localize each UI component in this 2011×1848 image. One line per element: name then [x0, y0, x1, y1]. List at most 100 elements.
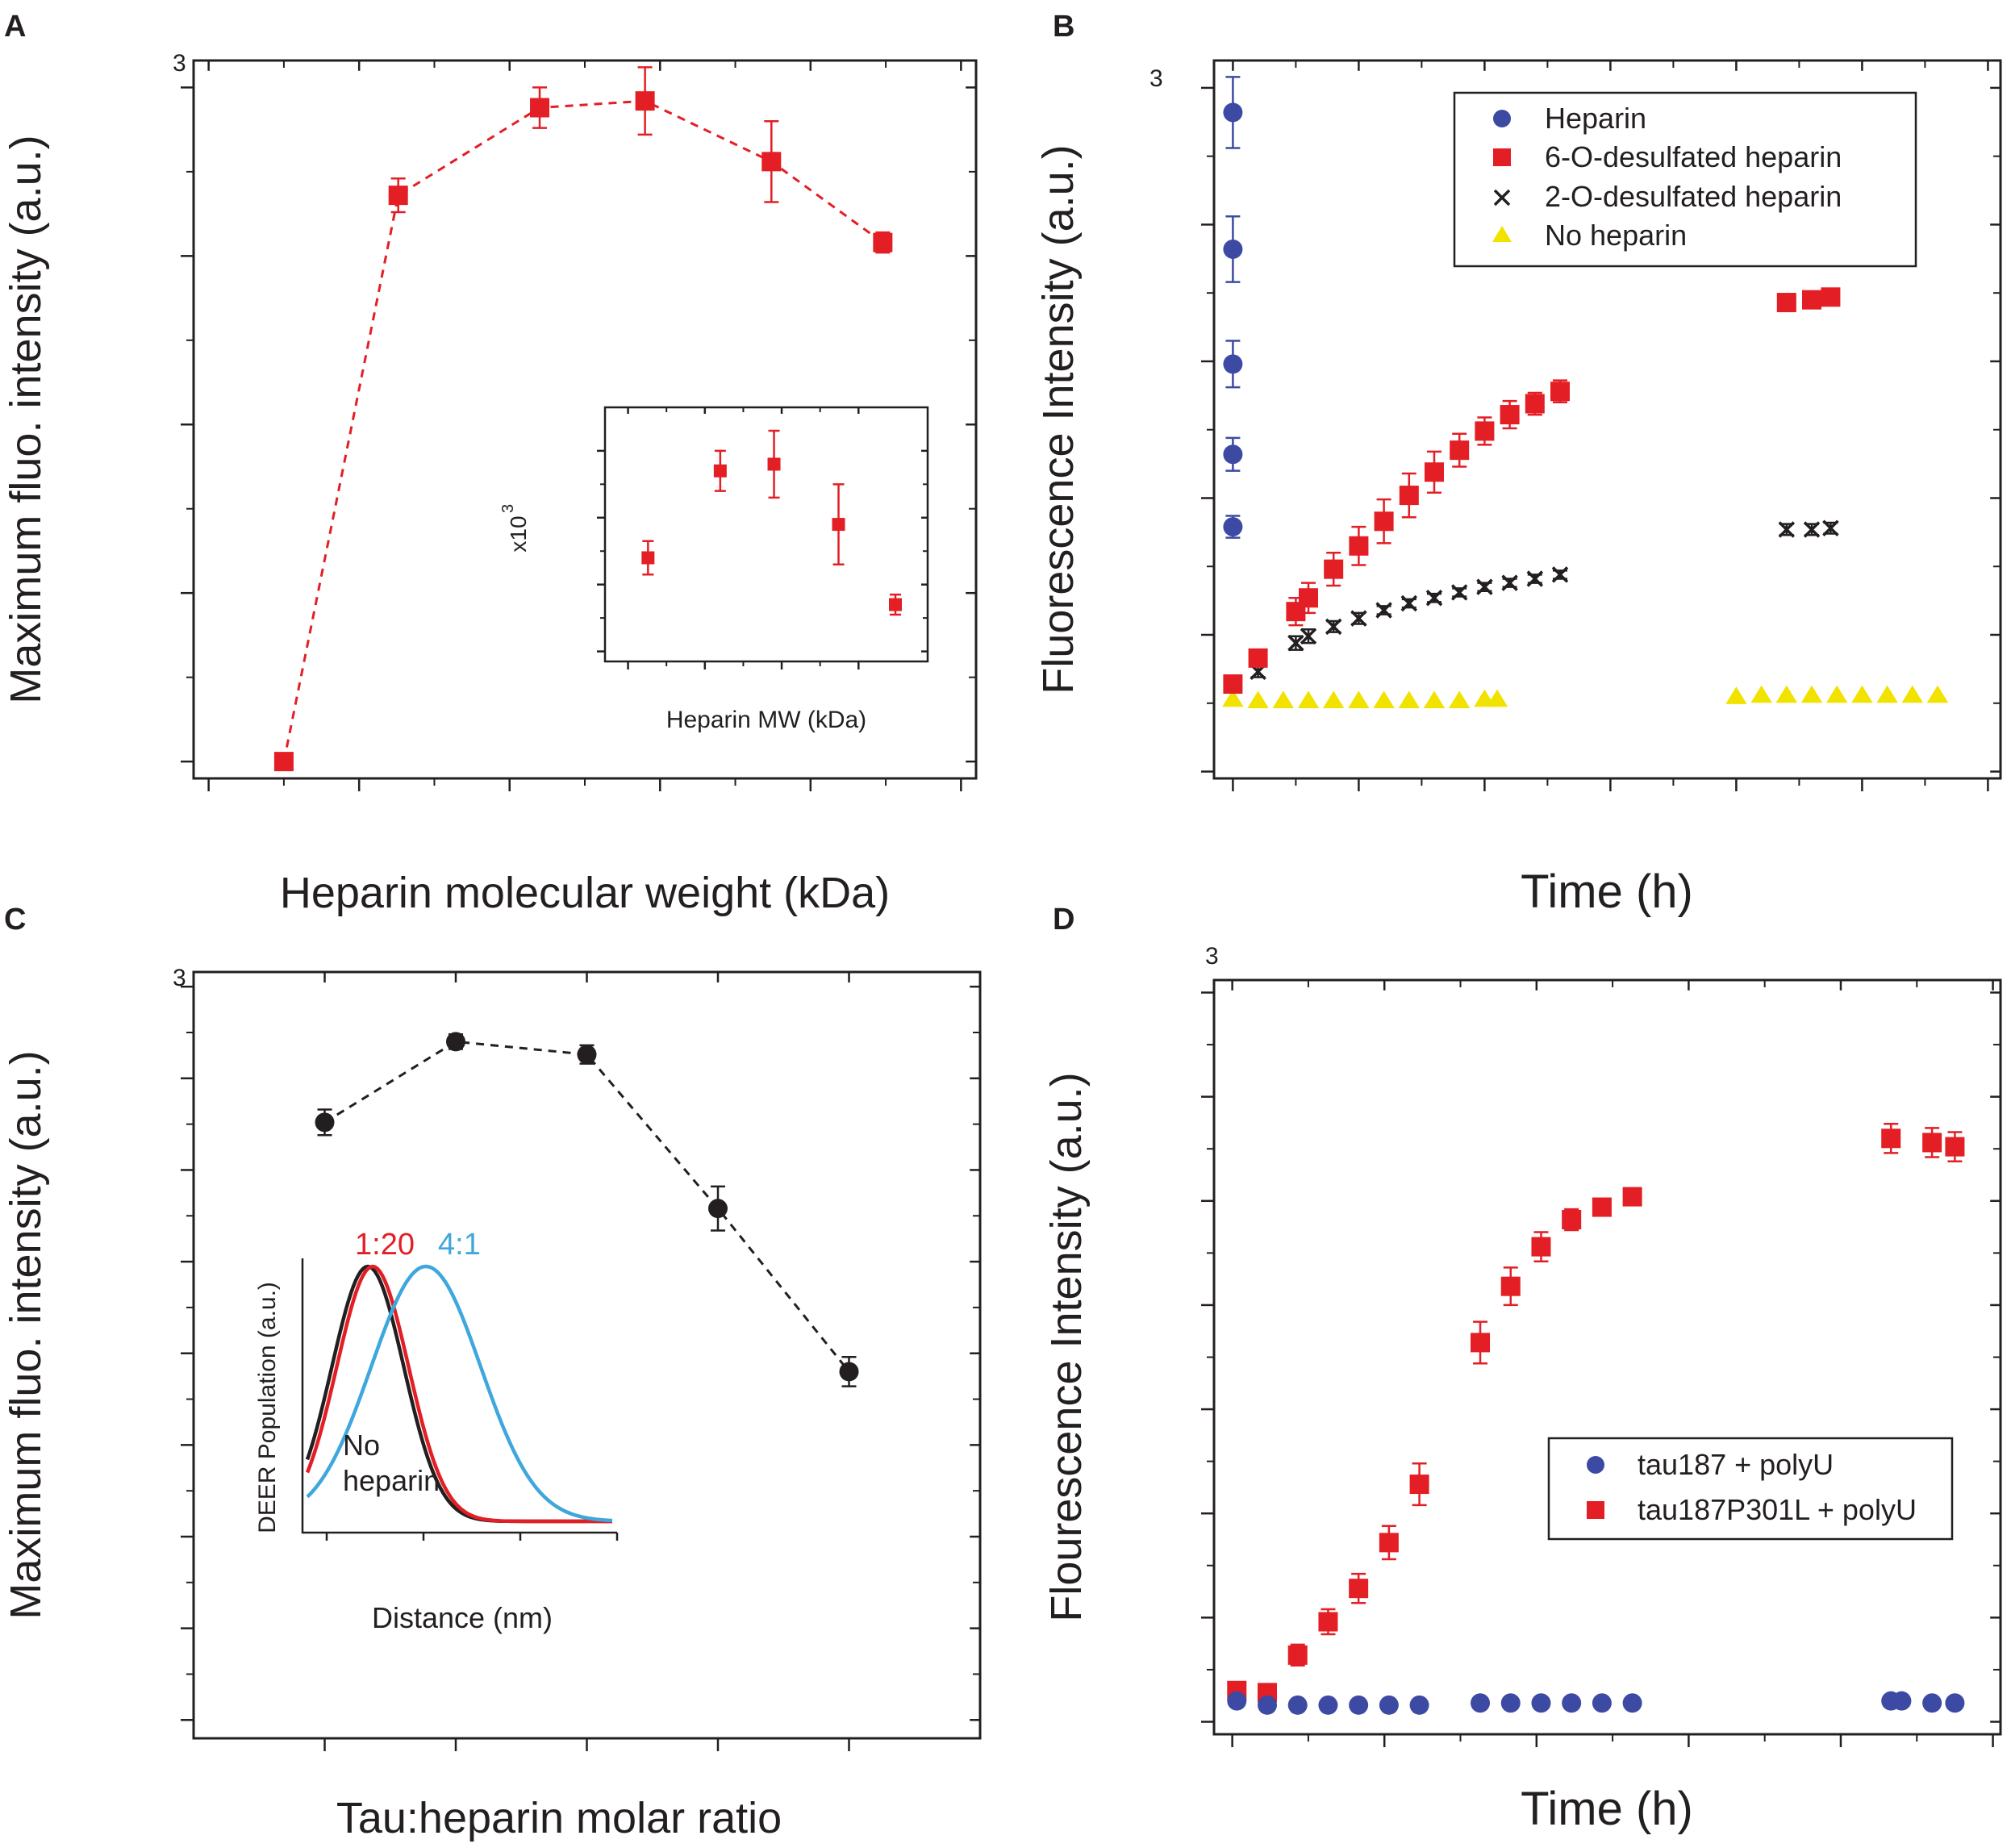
panel-a-inset-y-label-group: x10 3: [499, 504, 531, 553]
data-point-tau187-polyu: [1592, 1693, 1612, 1713]
inset-data-point: [767, 457, 781, 471]
data-point-tau187p301l-polyu: [1379, 1533, 1399, 1553]
panel-c-inset-label-no-heparin-line2: heparin: [343, 1464, 440, 1497]
panel-a-y-exponent: 3: [173, 50, 186, 77]
panel-c-marks: [315, 1032, 859, 1387]
data-point-2-o-desulfated-heparin: [1450, 584, 1468, 601]
inset-data-point: [832, 518, 845, 532]
data-point-tau187p301l-polyu: [1881, 1128, 1901, 1149]
data-point-tau187p301l-polyu: [1500, 1276, 1521, 1296]
data-point-2-o-desulfated-heparin: [1375, 602, 1392, 619]
legend-label-6-o-desulfated: 6-O-desulfated heparin: [1545, 140, 1842, 173]
legend-label-tau187p301l: tau187P301L + polyU: [1638, 1493, 1917, 1526]
legend-marker-6-o-desulfated: [1493, 148, 1511, 166]
data-point-no-heparin: [1297, 690, 1320, 708]
data-point-no-heparin: [1926, 685, 1949, 703]
panel-c-y-axis-label: Maximum fluo. intensity (a.u.): [2, 1050, 50, 1619]
data-point-no-heparin: [1826, 685, 1848, 703]
data-point-6-o-desulfated-heparin: [1821, 287, 1841, 307]
panel-b-y-exponent: 3: [1149, 65, 1163, 92]
panel-b-plot-frame: [1212, 59, 2002, 780]
data-point-tau187-polyu: [1531, 1693, 1551, 1713]
data-point-2-o-desulfated-heparin: [1526, 570, 1544, 587]
data-point-2-o-desulfated-heparin: [1778, 521, 1796, 538]
data-point-tau187p301l-polyu: [1945, 1137, 1965, 1157]
panel-a-inset-marks: [641, 429, 902, 616]
panel-d-marks: [1227, 1122, 1965, 1715]
data-point-6-o-desulfated-heparin: [1399, 486, 1419, 506]
data-point-tau187p301l-polyu: [1531, 1237, 1551, 1257]
data-point-no-heparin: [1449, 690, 1471, 708]
data-point-6-o-desulfated-heparin: [1248, 648, 1268, 668]
data-point-tau187-polyu: [1227, 1691, 1247, 1711]
data-point-6-o-desulfated-heparin: [1776, 293, 1796, 313]
panel-d: 3 Time (h) Flourescence Intensity (a.u.)…: [1042, 943, 2002, 1835]
data-point-no-heparin: [1222, 689, 1244, 707]
panel-a-marks: [273, 66, 893, 772]
data-point: [446, 1032, 465, 1052]
data-point-tau187-polyu: [1379, 1695, 1399, 1715]
panel-b: 3 Time (h) Fluorescence Intensity (a.u.)…: [1034, 59, 2002, 918]
panel-a-x-axis-label: Heparin molecular weight (kDa): [280, 869, 890, 917]
data-point-tau187-polyu: [1922, 1693, 1942, 1713]
data-point-2-o-desulfated-heparin: [1803, 521, 1821, 538]
panel-letter-a: A: [4, 10, 26, 44]
panel-c-inset-label-4-1: 4:1: [438, 1228, 481, 1262]
data-point-no-heparin: [1775, 685, 1797, 703]
data-point-no-heparin: [1323, 690, 1345, 708]
data-point-tau187p301l-polyu: [1318, 1612, 1338, 1632]
data-point: [708, 1199, 728, 1219]
data-point-heparin: [1223, 102, 1243, 123]
data-point-tau187p301l-polyu: [1287, 1645, 1308, 1665]
data-point: [873, 232, 893, 252]
inset-data-point: [889, 598, 902, 611]
panel-letter-c: C: [4, 903, 26, 937]
panel-a-inset-x-label: Heparin MW (kDa): [666, 707, 866, 733]
data-point-heparin: [1223, 239, 1243, 259]
panel-a-inset-y-exponent: 3: [499, 504, 517, 513]
panel-letter-d: D: [1053, 903, 1074, 937]
data-point-tau187-polyu: [1500, 1693, 1521, 1713]
data-point-no-heparin: [1876, 685, 1898, 703]
series-line-ratio: [323, 1040, 850, 1373]
panel-c-inset-x-label: Distance (nm): [372, 1601, 553, 1634]
inset-curve-4-1: [306, 1264, 613, 1523]
data-point-no-heparin: [1373, 690, 1395, 708]
data-point-tau187p301l-polyu: [1922, 1133, 1942, 1153]
data-point: [388, 186, 408, 206]
data-point-tau187-polyu: [1892, 1691, 1912, 1711]
data-point: [273, 752, 294, 772]
inset-data-point: [713, 464, 727, 478]
data-point-tau187-polyu: [1562, 1693, 1582, 1713]
data-point-heparin: [1223, 354, 1243, 374]
panel-b-x-axis-label: Time (h): [1521, 866, 1693, 918]
data-point-no-heparin: [1247, 690, 1269, 708]
series-line-heparin-mw: [282, 99, 884, 762]
data-point-6-o-desulfated-heparin: [1425, 462, 1444, 482]
data-point-heparin: [1223, 517, 1243, 537]
data-point-tau187p301l-polyu: [1349, 1579, 1369, 1599]
data-point-tau187p301l-polyu: [1592, 1197, 1612, 1217]
panel-c-inset-label-no-heparin-line1: No: [343, 1429, 380, 1462]
data-point-2-o-desulfated-heparin: [1476, 578, 1493, 595]
data-point-6-o-desulfated-heparin: [1500, 405, 1520, 425]
data-point-2-o-desulfated-heparin: [1325, 618, 1342, 636]
data-point: [530, 98, 550, 118]
data-point: [761, 152, 782, 172]
data-point-no-heparin: [1348, 690, 1370, 708]
panel-a-y-axis-label: Maximum fluo. intensity (a.u.): [2, 135, 50, 703]
data-point-tau187p301l-polyu: [1622, 1187, 1642, 1207]
panel-d-axes: [1201, 980, 2001, 1747]
data-point-6-o-desulfated-heparin: [1349, 536, 1369, 556]
legend-marker-no-heparin: [1492, 226, 1512, 242]
data-point-tau187-polyu: [1945, 1693, 1965, 1713]
data-point-no-heparin: [1423, 690, 1446, 708]
data-point-no-heparin: [1398, 690, 1420, 708]
legend-marker-tau187: [1587, 1456, 1604, 1474]
data-point-2-o-desulfated-heparin: [1287, 634, 1304, 652]
panel-d-legend: tau187 + polyU tau187P301L + polyU: [1547, 1437, 1954, 1541]
data-point-no-heparin: [1800, 685, 1823, 703]
panel-d-y-axis-label: Flourescence Intensity (a.u.): [1042, 1072, 1091, 1621]
panel-a-axes: [181, 60, 976, 791]
